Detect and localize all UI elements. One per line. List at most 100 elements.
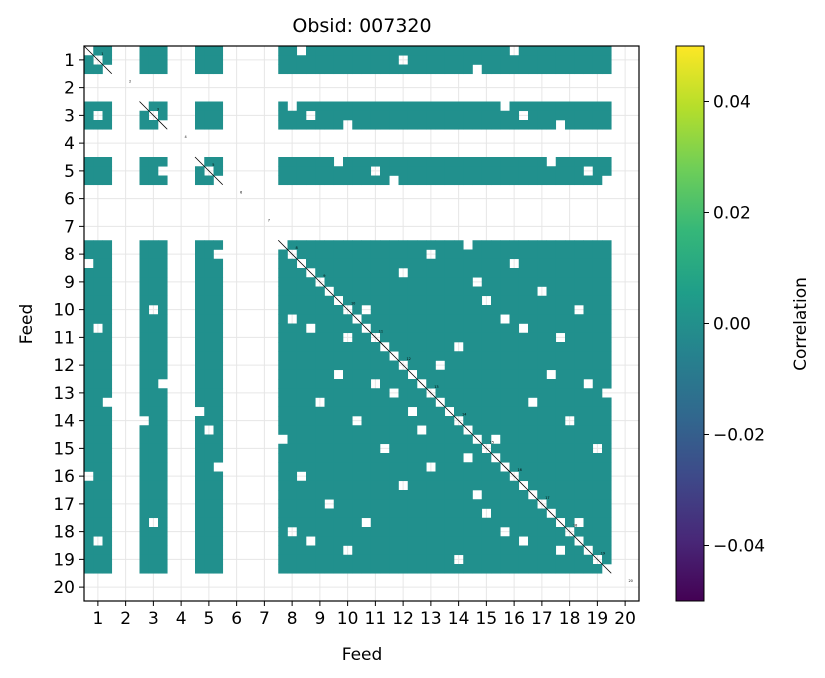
heatmap-cell [435,434,446,445]
heatmap-cell [296,369,307,380]
heatmap-cell [213,268,224,278]
heatmap-cell [602,416,612,426]
heatmap-cell [370,471,381,482]
heatmap-cell [380,314,390,324]
heatmap-cell [435,295,446,306]
heatmap-cell [472,453,483,463]
heatmap-cell [509,453,520,463]
heatmap-cell [435,462,446,472]
heatmap-cell [84,268,94,278]
heatmap-cell [407,471,418,482]
heatmap-cell [546,268,557,278]
heatmap-cell [333,175,344,186]
heatmap-cell [333,268,344,278]
heatmap-cell [389,277,399,287]
heatmap-cell [158,55,168,65]
heatmap-cell [481,462,492,472]
heatmap-cell [500,120,510,130]
heatmap-cell [370,157,381,167]
heatmap-cell [370,443,381,454]
heatmap-cell [324,110,335,121]
heatmap-cell [389,323,399,334]
heatmap-cell [481,64,492,75]
heatmap-cell [352,527,362,537]
heatmap-cell [583,157,594,167]
heatmap-cell [296,499,307,509]
colorbar-tick-label: 0.02 [713,204,751,224]
heatmap-cell [213,323,224,334]
heatmap-cell [296,110,307,121]
heatmap-cell [213,101,224,112]
heatmap-cell [315,517,325,528]
diagonal-feed-label: 18 [573,524,577,528]
heatmap-cell [389,462,399,472]
heatmap-cell [296,480,307,491]
heatmap-cell [361,342,372,352]
heatmap-cell [278,379,288,389]
heatmap-cell [491,110,501,121]
heatmap-cell [537,64,547,75]
heatmap-cell [333,554,344,565]
heatmap-cell [518,434,529,445]
heatmap-cell [398,397,409,408]
heatmap-cell [287,545,298,556]
heatmap-cell [463,46,473,56]
heatmap-cell [158,101,168,112]
heatmap-cell [518,379,529,389]
heatmap-cell [380,258,390,269]
heatmap-cell [287,351,298,361]
heatmap-cell [278,305,288,315]
heatmap-cell [546,332,557,343]
heatmap-cell [139,268,150,278]
y-tick-label: 14 [53,412,75,432]
heatmap-cell [204,480,214,491]
heatmap-cell [324,342,335,352]
heatmap-cell [324,249,335,260]
heatmap-cell [565,249,575,260]
heatmap-cell [84,554,94,565]
heatmap-cell [555,101,566,112]
heatmap-cell [278,554,288,565]
heatmap-cell [324,46,335,56]
heatmap-cell [352,110,362,121]
heatmap-cell [592,157,603,167]
heatmap-cell [315,258,325,269]
heatmap-cell [343,240,353,250]
heatmap-cell [583,55,594,65]
heatmap-cell [148,240,159,250]
heatmap-cell [278,397,288,408]
heatmap-cell [537,527,547,537]
heatmap-cell [389,453,399,463]
heatmap-cell [287,480,298,491]
x-tick-label: 14 [448,609,470,629]
heatmap-cell [315,46,325,56]
heatmap-cell [315,434,325,445]
heatmap-cell [583,471,594,482]
heatmap-cell [555,323,566,334]
heatmap-cell [528,258,538,269]
heatmap-cell [204,388,214,398]
heatmap-cell [509,406,520,417]
heatmap-cell [306,554,316,565]
heatmap-cell [444,332,455,343]
x-tick-label: 15 [476,609,498,629]
heatmap-cell [509,55,520,65]
heatmap-cell [454,305,464,315]
heatmap-cell [481,258,492,269]
x-tick-label: 16 [503,609,525,629]
heatmap-cell [528,406,538,417]
heatmap-cell [389,286,399,297]
heatmap-cell [509,490,520,500]
heatmap-cell [602,314,612,324]
heatmap-cell [491,240,501,250]
heatmap-cell [148,157,159,167]
heatmap-cell [380,480,390,491]
heatmap-cell [139,425,150,435]
heatmap-cell [481,175,492,186]
heatmap-cell [583,258,594,269]
heatmap-cell [380,564,390,574]
heatmap-cell [84,277,94,287]
heatmap-cell [509,517,520,528]
heatmap-cell [343,268,353,278]
